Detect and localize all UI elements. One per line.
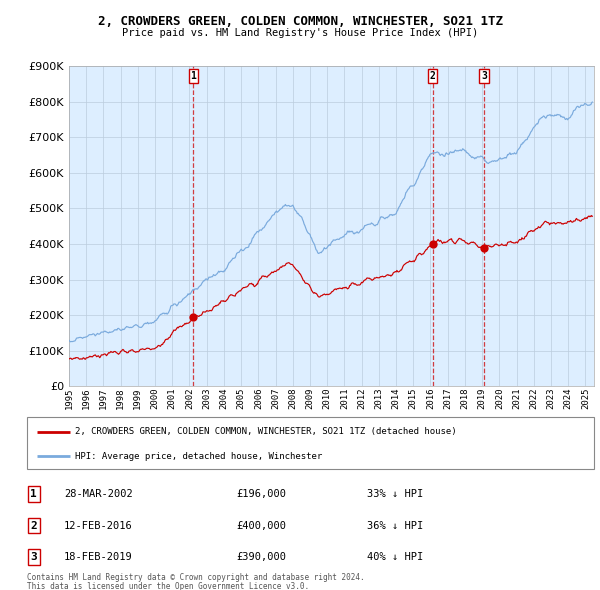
Text: Contains HM Land Registry data © Crown copyright and database right 2024.: Contains HM Land Registry data © Crown c… [27,573,365,582]
Text: £390,000: £390,000 [237,552,287,562]
Text: 3: 3 [31,552,37,562]
Text: 2: 2 [430,71,436,81]
Text: £196,000: £196,000 [237,489,287,499]
Text: £400,000: £400,000 [237,520,287,530]
FancyBboxPatch shape [27,417,594,469]
Text: 2: 2 [31,520,37,530]
Text: 28-MAR-2002: 28-MAR-2002 [64,489,133,499]
Text: This data is licensed under the Open Government Licence v3.0.: This data is licensed under the Open Gov… [27,582,309,590]
Text: HPI: Average price, detached house, Winchester: HPI: Average price, detached house, Winc… [75,451,322,461]
Text: 40% ↓ HPI: 40% ↓ HPI [367,552,424,562]
Text: 12-FEB-2016: 12-FEB-2016 [64,520,133,530]
Text: 1: 1 [31,489,37,499]
Text: 2, CROWDERS GREEN, COLDEN COMMON, WINCHESTER, SO21 1TZ (detached house): 2, CROWDERS GREEN, COLDEN COMMON, WINCHE… [75,427,457,436]
Text: 1: 1 [191,71,196,81]
Text: Price paid vs. HM Land Registry's House Price Index (HPI): Price paid vs. HM Land Registry's House … [122,28,478,38]
Text: 3: 3 [481,71,487,81]
Text: 18-FEB-2019: 18-FEB-2019 [64,552,133,562]
Text: 2, CROWDERS GREEN, COLDEN COMMON, WINCHESTER, SO21 1TZ: 2, CROWDERS GREEN, COLDEN COMMON, WINCHE… [97,15,503,28]
Text: 33% ↓ HPI: 33% ↓ HPI [367,489,424,499]
Text: 36% ↓ HPI: 36% ↓ HPI [367,520,424,530]
